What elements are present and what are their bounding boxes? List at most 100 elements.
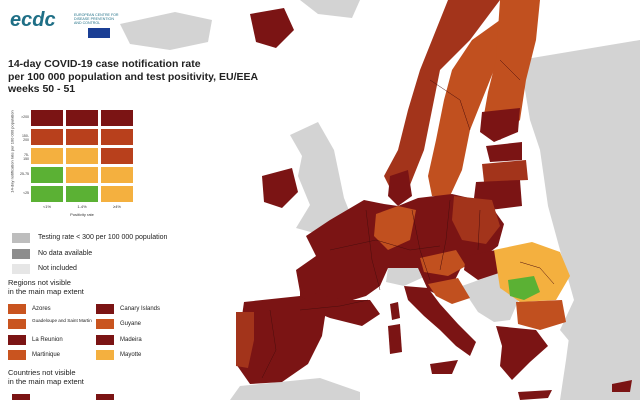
land-sicily <box>430 360 458 374</box>
matrix-cell <box>30 185 64 203</box>
land-iceland <box>120 12 212 50</box>
matrix-cell <box>30 128 64 146</box>
land-hungary <box>464 250 502 280</box>
matrix-cell <box>65 109 99 127</box>
matrix-y-tick: 150-200 <box>21 134 29 142</box>
region-label: Azores <box>32 306 51 312</box>
region-azores: Azores <box>8 303 98 317</box>
notification-positivity-matrix <box>30 109 134 203</box>
land-romania-green <box>508 276 540 300</box>
matrix-cell <box>100 185 134 203</box>
land-sweden <box>428 20 500 196</box>
legend-label: Not included <box>38 265 77 272</box>
land-latvia <box>482 160 528 182</box>
land-greece <box>496 326 548 380</box>
land-corsica <box>390 302 400 320</box>
region-guyane: Guyane <box>96 318 186 332</box>
matrix-cell <box>30 109 64 127</box>
land-portugal <box>236 312 254 368</box>
logo-subtitle-line: DISEASE PREVENTION <box>74 17 114 22</box>
legend-label: Testing rate < 300 per 100 000 populatio… <box>38 234 168 241</box>
region-swatch <box>8 335 26 345</box>
land-germany-west <box>374 206 416 250</box>
region-swatch <box>96 350 114 360</box>
matrix-cell <box>65 128 99 146</box>
region-label: Guyane <box>120 321 142 327</box>
land-slovenia-croatia <box>428 278 470 304</box>
region-martinique: Martinique <box>8 349 98 363</box>
logo-subtitle: EUROPEAN CENTRE FOR DISEASE PREVENTION A… <box>74 13 166 26</box>
land-norway-svalbard <box>250 8 294 48</box>
legend-swatch <box>12 264 30 274</box>
region-canary-islands: Canary Islands <box>96 303 186 317</box>
matrix-cell <box>65 147 99 165</box>
region-guadeloupe: Guadeloupe and Saint Martin <box>8 318 98 332</box>
ecdc-logo: ecdc EUROPEAN CENTRE FOR DISEASE PREVENT… <box>8 6 168 38</box>
land-austria <box>420 250 466 276</box>
matrix-y-tick: >200 <box>21 115 29 119</box>
country-swatch <box>12 394 30 400</box>
matrix-cell <box>65 166 99 184</box>
region-madeira: Madeira <box>96 334 186 348</box>
land-greenland-corner <box>300 0 360 18</box>
title-line: per 100 000 population and test positivi… <box>8 70 259 83</box>
legend-swatch <box>12 233 30 243</box>
matrix-cell <box>30 147 64 165</box>
matrix-y-tick: 75-150 <box>23 153 29 161</box>
title-line: 14-day COVID-19 case notification rate <box>8 58 201 70</box>
land-crete <box>518 390 552 400</box>
land-finland <box>482 0 540 140</box>
land-iberia <box>236 296 326 384</box>
region-label: Madeira <box>120 337 142 343</box>
land-mainland <box>296 194 504 302</box>
land-uk <box>290 122 352 234</box>
matrix-y-axis-label: 14-day notification rate per 100 000 pop… <box>9 110 15 193</box>
region-swatch <box>96 319 114 329</box>
legend-panel: ecdc EUROPEAN CENTRE FOR DISEASE PREVENT… <box>0 0 258 400</box>
matrix-x-tick: <1% <box>42 204 52 209</box>
land-finland-south <box>480 108 520 142</box>
matrix-cell <box>100 147 134 165</box>
legend-swatch <box>12 249 30 259</box>
matrix-y-tick: <25 <box>23 191 29 195</box>
land-africa <box>230 378 360 400</box>
region-swatch <box>8 350 26 360</box>
region-label: Martinique <box>32 352 61 358</box>
region-swatch <box>96 335 114 345</box>
region-label: Guadeloupe and Saint Martin <box>32 318 92 323</box>
land-estonia <box>486 142 522 162</box>
country-swatch <box>96 394 114 400</box>
matrix-x-tick: ≥4% <box>113 204 121 209</box>
land-norway <box>384 0 500 196</box>
matrix-cell <box>100 109 134 127</box>
region-swatch <box>8 319 26 329</box>
logo-subtitle-line: EUROPEAN CENTRE FOR <box>74 13 119 17</box>
legend-label: No data available <box>38 250 93 257</box>
region-borders <box>261 59 555 379</box>
matrix-x-tick: 1-4% <box>77 204 87 209</box>
land-bulgaria <box>516 300 566 330</box>
land-east <box>520 40 640 400</box>
regions-heading-line: Regions not visible <box>8 278 71 287</box>
matrix-y-tick: 25-75 <box>20 172 29 176</box>
matrix-cell <box>65 185 99 203</box>
logo-wordmark: ecdc <box>10 9 56 31</box>
land-poland-region <box>452 196 500 244</box>
land-ireland <box>262 168 298 208</box>
regions-heading: Regions not visible in the main map exte… <box>8 278 84 296</box>
matrix-y-axis: 14-day notification rate per 100 000 pop… <box>4 100 15 210</box>
logo-subtitle-line: AND CONTROL <box>74 21 101 26</box>
land-turkey <box>560 320 640 400</box>
region-swatch <box>8 304 26 314</box>
land-sardinia <box>388 324 402 354</box>
region-label: Canary Islands <box>120 306 161 312</box>
map-title: 14-day COVID-19 case notification rate p… <box>8 58 258 96</box>
land-denmark <box>388 170 412 206</box>
land-italy <box>404 286 476 356</box>
countries-heading-line: in the main map extent <box>8 377 84 386</box>
region-swatch <box>96 304 114 314</box>
matrix-cell <box>100 166 134 184</box>
eu-flag-icon <box>88 28 110 38</box>
countries-heading: Countries not visible in the main map ex… <box>8 368 84 386</box>
